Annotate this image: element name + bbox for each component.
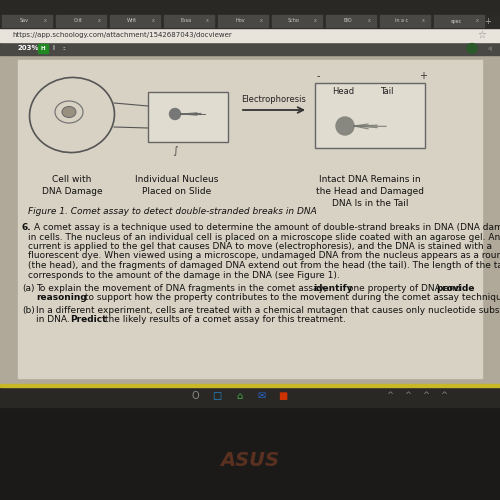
Text: ASUS: ASUS	[220, 450, 280, 469]
Text: https://app.schoology.com/attachment/1542687043/docviewer: https://app.schoology.com/attachment/154…	[12, 32, 232, 38]
Text: O: O	[191, 391, 199, 401]
Text: Hov: Hov	[235, 18, 245, 24]
Text: Writ: Writ	[127, 18, 137, 24]
Text: ■: ■	[278, 391, 287, 401]
Text: in cells. The nucleus of an individual cell is placed on a microscope slide coat: in cells. The nucleus of an individual c…	[28, 232, 500, 241]
Text: Essa: Essa	[180, 18, 192, 24]
Bar	[272, 15, 322, 27]
Text: (a): (a)	[22, 284, 34, 293]
Text: +: +	[419, 71, 427, 81]
Bar	[0, 55, 500, 384]
Text: x: x	[206, 18, 208, 22]
Text: ☆: ☆	[478, 30, 486, 40]
Text: one property of DNA and: one property of DNA and	[345, 284, 464, 293]
Text: x: x	[314, 18, 316, 22]
Text: I: I	[52, 46, 54, 52]
Bar	[18, 60, 482, 378]
Text: x: x	[44, 18, 46, 22]
Bar	[315, 83, 425, 148]
Text: (the head), and the fragments of damaged DNA extend out from the head (the tail): (the head), and the fragments of damaged…	[28, 261, 500, 270]
Text: □: □	[212, 391, 222, 401]
Text: ✉: ✉	[257, 391, 265, 401]
Text: Figure 1. Comet assay to detect double-stranded breaks in DNA: Figure 1. Comet assay to detect double-s…	[28, 207, 317, 216]
Bar	[218, 15, 268, 27]
Bar	[148, 92, 228, 142]
Text: ^: ^	[422, 392, 430, 400]
Text: Tail: Tail	[380, 86, 394, 96]
Bar	[380, 15, 430, 27]
Text: spec: spec	[450, 18, 462, 24]
Text: identify: identify	[313, 284, 352, 293]
Text: current is applied to the gel that causes DNA to move (electrophoresis), and the: current is applied to the gel that cause…	[28, 242, 492, 251]
Bar	[164, 15, 214, 27]
Circle shape	[467, 44, 477, 54]
Text: x: x	[152, 18, 154, 22]
Bar	[0, 42, 500, 55]
Text: 203%: 203%	[18, 46, 40, 52]
Text: Scho: Scho	[288, 18, 300, 24]
Circle shape	[336, 117, 354, 135]
Text: in a c: in a c	[396, 18, 408, 24]
Text: x: x	[368, 18, 370, 22]
Text: x: x	[476, 18, 478, 22]
Bar	[38, 44, 48, 53]
Text: ^: ^	[386, 392, 394, 400]
Text: 6.: 6.	[22, 223, 32, 232]
Text: x: x	[422, 18, 424, 22]
Text: Electrophoresis: Electrophoresis	[242, 96, 306, 104]
Text: ∫: ∫	[172, 146, 178, 156]
Text: Crit: Crit	[74, 18, 82, 24]
Text: +: +	[484, 16, 492, 26]
Text: To explain the movement of DNA fragments in the comet assay,: To explain the movement of DNA fragments…	[36, 284, 330, 293]
Text: x: x	[260, 18, 262, 22]
Circle shape	[170, 108, 180, 120]
Text: in DNA.: in DNA.	[36, 316, 72, 324]
Text: reasoning: reasoning	[36, 294, 87, 302]
Text: Individual Nucleus
Placed on Slide: Individual Nucleus Placed on Slide	[136, 175, 218, 196]
Bar	[110, 15, 160, 27]
Text: ^: ^	[440, 392, 448, 400]
Text: to support how the property contributes to the movement during the comet assay t: to support how the property contributes …	[82, 294, 500, 302]
Text: (b): (b)	[22, 306, 35, 315]
Bar	[0, 405, 500, 500]
Bar	[56, 15, 106, 27]
Bar	[0, 28, 500, 42]
Bar	[326, 15, 376, 27]
Bar	[0, 384, 500, 387]
Text: Intact DNA Remains in
the Head and Damaged
DNA Is in the Tail: Intact DNA Remains in the Head and Damag…	[316, 175, 424, 208]
Ellipse shape	[62, 106, 76, 118]
Bar	[0, 385, 500, 407]
Bar	[0, 0, 500, 14]
Text: a|: a|	[488, 46, 494, 52]
Bar	[434, 15, 484, 27]
Text: In a different experiment, cells are treated with a chemical mutagen that causes: In a different experiment, cells are tre…	[36, 306, 500, 315]
Text: -: -	[317, 71, 320, 81]
Text: fluorescent dye. When viewed using a microscope, undamaged DNA from the nucleus : fluorescent dye. When viewed using a mic…	[28, 252, 500, 260]
Text: A comet assay is a technique used to determine the amount of double-strand break: A comet assay is a technique used to det…	[34, 223, 500, 232]
Text: ⌂: ⌂	[236, 391, 242, 401]
Text: Predict: Predict	[70, 316, 106, 324]
Text: Head: Head	[332, 86, 354, 96]
Bar	[2, 15, 52, 27]
Text: corresponds to the amount of the damage in the DNA (see Figure 1).: corresponds to the amount of the damage …	[28, 270, 340, 280]
Text: Sav: Sav	[20, 18, 28, 24]
Text: Cell with
DNA Damage: Cell with DNA Damage	[42, 175, 102, 196]
Bar	[0, 14, 500, 28]
Text: BIO: BIO	[344, 18, 352, 24]
Text: x: x	[98, 18, 100, 22]
Text: ^: ^	[404, 392, 411, 400]
Text: provide: provide	[436, 284, 474, 293]
Text: ::: ::	[62, 46, 66, 51]
Text: H: H	[40, 46, 46, 51]
Text: the likely results of a comet assay for this treatment.: the likely results of a comet assay for …	[102, 316, 346, 324]
